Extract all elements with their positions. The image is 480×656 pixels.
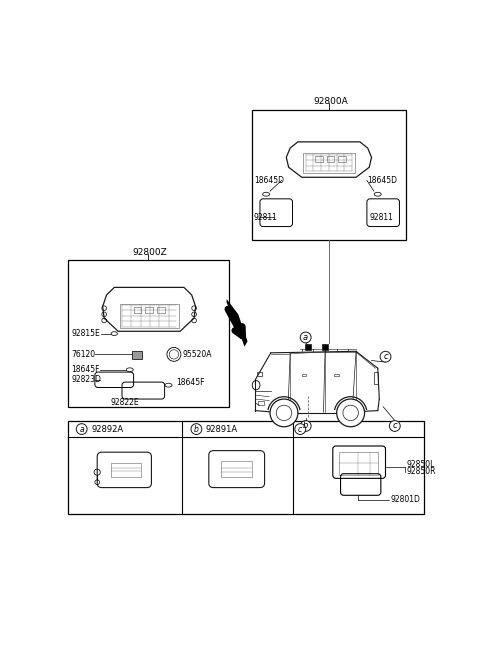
Bar [133, 306, 142, 313]
Text: 95520A: 95520A [182, 350, 212, 359]
Bar [120, 304, 179, 328]
Bar [111, 463, 141, 477]
Bar [303, 153, 355, 173]
Text: 92811: 92811 [254, 213, 277, 222]
Text: 92850L: 92850L [407, 460, 435, 469]
Circle shape [270, 399, 298, 427]
Bar [221, 461, 252, 477]
Circle shape [300, 332, 311, 343]
Text: c: c [298, 424, 302, 434]
Bar [68, 260, 229, 407]
Text: 18645D: 18645D [254, 176, 284, 185]
Text: c: c [383, 352, 388, 361]
Bar [305, 344, 311, 350]
Text: 92815E: 92815E [72, 329, 100, 338]
Text: a: a [79, 424, 84, 434]
Text: 92811: 92811 [370, 213, 394, 222]
Text: 92891A: 92891A [206, 424, 238, 434]
Text: 18645D: 18645D [367, 176, 397, 185]
Text: 92800Z: 92800Z [133, 248, 168, 257]
Text: b: b [303, 422, 308, 430]
Circle shape [76, 424, 87, 434]
Text: 92822E: 92822E [110, 398, 139, 407]
Bar [338, 157, 346, 162]
Text: 92823D: 92823D [72, 375, 101, 384]
Bar [157, 306, 165, 313]
Bar [302, 374, 306, 376]
Circle shape [300, 420, 311, 432]
Bar [257, 372, 262, 376]
Bar [339, 452, 378, 475]
Text: 18645F: 18645F [176, 378, 205, 386]
Text: 92801D: 92801D [391, 495, 421, 504]
FancyArrowPatch shape [228, 309, 242, 336]
Bar [326, 157, 335, 162]
Text: 92892A: 92892A [91, 424, 123, 434]
Bar [258, 401, 264, 405]
Bar [145, 306, 153, 313]
Circle shape [191, 424, 202, 434]
Bar [315, 157, 323, 162]
Text: a: a [303, 333, 308, 342]
Bar [322, 344, 328, 350]
Bar [132, 352, 142, 359]
Text: c: c [393, 422, 397, 430]
Text: 18645F: 18645F [72, 365, 100, 375]
Text: 92800A: 92800A [313, 97, 348, 106]
Circle shape [380, 352, 391, 362]
Bar [252, 110, 406, 240]
Bar [335, 374, 339, 376]
Circle shape [336, 399, 365, 427]
Bar [68, 421, 424, 514]
Circle shape [295, 424, 306, 434]
Text: 92850R: 92850R [407, 467, 436, 476]
Text: b: b [194, 424, 199, 434]
Polygon shape [227, 299, 248, 346]
Bar [374, 372, 378, 384]
Circle shape [389, 420, 400, 432]
Text: 76120: 76120 [72, 350, 96, 359]
